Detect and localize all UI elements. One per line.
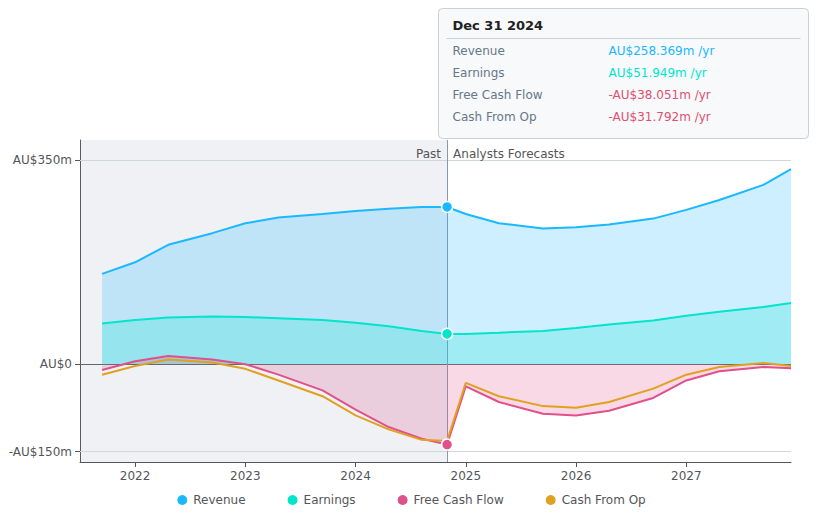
svg-text:2022: 2022 <box>120 469 151 483</box>
svg-text:Dec 31 2024: Dec 31 2024 <box>453 18 544 33</box>
svg-text:-AU$150m: -AU$150m <box>9 445 72 459</box>
svg-text:2026: 2026 <box>561 469 592 483</box>
svg-text:Free Cash Flow: Free Cash Flow <box>414 493 504 507</box>
svg-text:Cash From Op: Cash From Op <box>562 493 646 507</box>
svg-text:Earnings: Earnings <box>453 66 505 80</box>
svg-text:Revenue: Revenue <box>193 493 245 507</box>
svg-text:2027: 2027 <box>671 469 702 483</box>
svg-text:Past: Past <box>416 147 441 161</box>
svg-text:Earnings: Earnings <box>304 493 356 507</box>
svg-text:AU$51.949m /yr: AU$51.949m /yr <box>609 66 707 80</box>
svg-text:Revenue: Revenue <box>453 44 505 58</box>
svg-text:Free Cash Flow: Free Cash Flow <box>453 88 543 102</box>
svg-text:-AU$38.051m /yr: -AU$38.051m /yr <box>609 88 711 102</box>
svg-text:AU$258.369m /yr: AU$258.369m /yr <box>609 44 715 58</box>
svg-text:Analysts Forecasts: Analysts Forecasts <box>453 147 565 161</box>
svg-text:2025: 2025 <box>451 469 482 483</box>
svg-text:AU$0: AU$0 <box>40 357 72 371</box>
svg-text:AU$350m: AU$350m <box>13 153 72 167</box>
svg-text:Cash From Op: Cash From Op <box>453 110 537 124</box>
svg-text:2024: 2024 <box>340 469 371 483</box>
svg-text:-AU$31.792m /yr: -AU$31.792m /yr <box>609 110 711 124</box>
svg-text:2023: 2023 <box>230 469 261 483</box>
